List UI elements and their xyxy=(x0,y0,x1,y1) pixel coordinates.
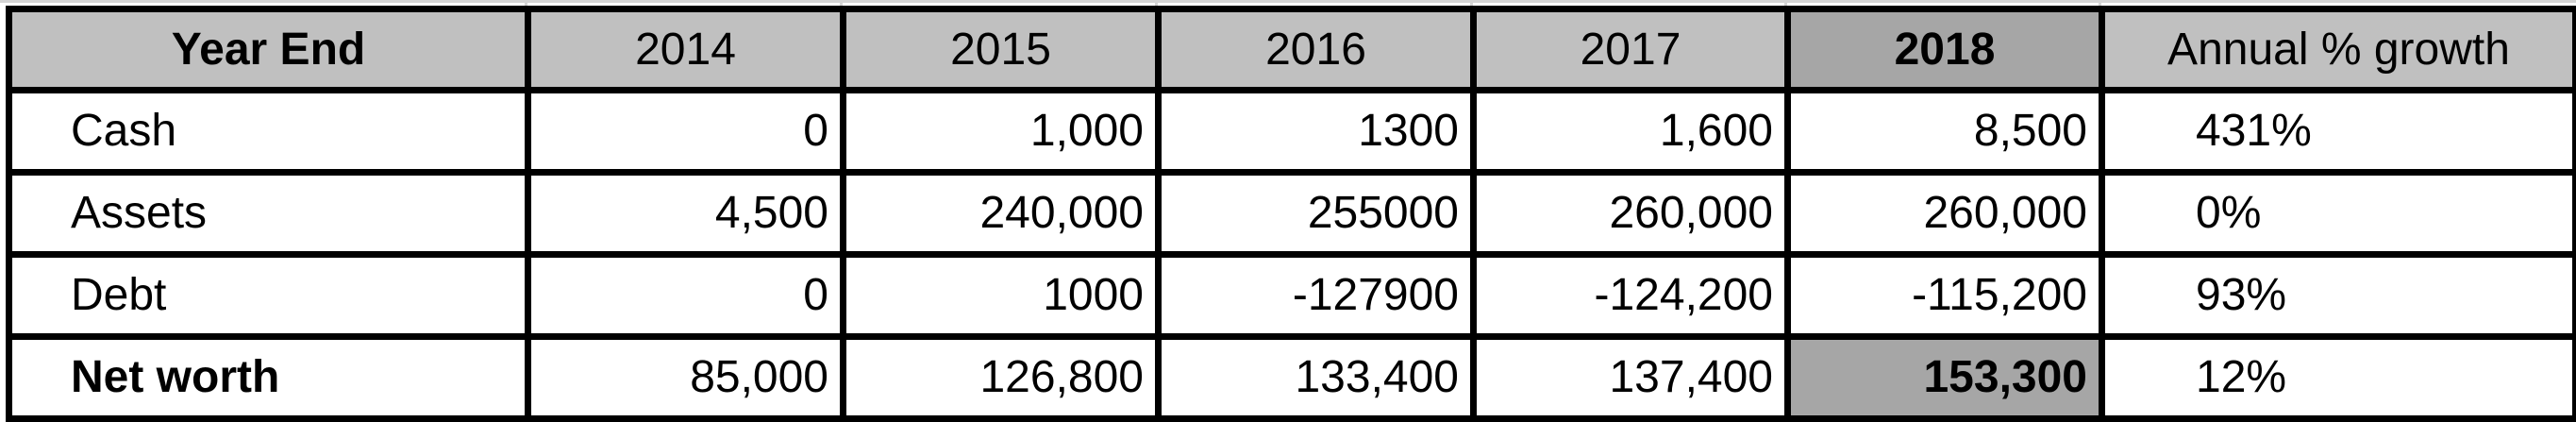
cell-net-worth-growth[interactable]: 12% xyxy=(2099,333,2576,422)
cell-debt-2018[interactable]: -115,200 xyxy=(1784,251,2105,340)
cell-cash-2017[interactable]: 1,600 xyxy=(1470,87,1791,176)
cell-assets-2015[interactable]: 240,000 xyxy=(840,169,1162,258)
cell-cash-2018[interactable]: 8,500 xyxy=(1784,87,2105,176)
cell-assets-2018[interactable]: 260,000 xyxy=(1784,169,2105,258)
row-label-debt[interactable]: Debt xyxy=(6,251,531,340)
row-label-assets[interactable]: Assets xyxy=(6,169,531,258)
row-label-net-worth[interactable]: Net worth xyxy=(6,333,531,422)
cell-cash-2015[interactable]: 1,000 xyxy=(840,87,1162,176)
header-year-2018[interactable]: 2018 xyxy=(1784,6,2105,93)
cell-net-worth-2014[interactable]: 85,000 xyxy=(525,333,846,422)
cell-net-worth-2018[interactable]: 153,300 xyxy=(1784,333,2105,422)
cell-cash-2016[interactable]: 1300 xyxy=(1155,87,1477,176)
cell-debt-growth[interactable]: 93% xyxy=(2099,251,2576,340)
cell-debt-2017[interactable]: -124,200 xyxy=(1470,251,1791,340)
cell-debt-2015[interactable]: 1000 xyxy=(840,251,1162,340)
table-row-debt: Debt 0 1000 -127900 -124,200 -115,200 93… xyxy=(6,251,2576,340)
header-annual-growth[interactable]: Annual % growth xyxy=(2099,6,2576,93)
header-row: Year End 2014 2015 2016 2017 2018 Annual… xyxy=(6,6,2576,93)
table-row-assets: Assets 4,500 240,000 255000 260,000 260,… xyxy=(6,169,2576,258)
cell-cash-2014[interactable]: 0 xyxy=(525,87,846,176)
cell-cash-growth[interactable]: 431% xyxy=(2099,87,2576,176)
cell-assets-growth[interactable]: 0% xyxy=(2099,169,2576,258)
financial-summary-table: Year End 2014 2015 2016 2017 2018 Annual… xyxy=(6,6,2576,422)
cell-debt-2016[interactable]: -127900 xyxy=(1155,251,1477,340)
table-row-cash: Cash 0 1,000 1300 1,600 8,500 431% xyxy=(6,87,2576,176)
header-year-end[interactable]: Year End xyxy=(6,6,531,93)
cell-assets-2017[interactable]: 260,000 xyxy=(1470,169,1791,258)
cell-net-worth-2015[interactable]: 126,800 xyxy=(840,333,1162,422)
header-year-2015[interactable]: 2015 xyxy=(840,6,1162,93)
cell-debt-2014[interactable]: 0 xyxy=(525,251,846,340)
cell-assets-2014[interactable]: 4,500 xyxy=(525,169,846,258)
header-year-2016[interactable]: 2016 xyxy=(1155,6,1477,93)
gridline xyxy=(0,0,2576,3)
table-row-net-worth: Net worth 85,000 126,800 133,400 137,400… xyxy=(6,333,2576,422)
row-label-cash[interactable]: Cash xyxy=(6,87,531,176)
cell-assets-2016[interactable]: 255000 xyxy=(1155,169,1477,258)
cell-net-worth-2016[interactable]: 133,400 xyxy=(1155,333,1477,422)
header-year-2014[interactable]: 2014 xyxy=(525,6,846,93)
header-year-2017[interactable]: 2017 xyxy=(1470,6,1791,93)
cell-net-worth-2017[interactable]: 137,400 xyxy=(1470,333,1791,422)
